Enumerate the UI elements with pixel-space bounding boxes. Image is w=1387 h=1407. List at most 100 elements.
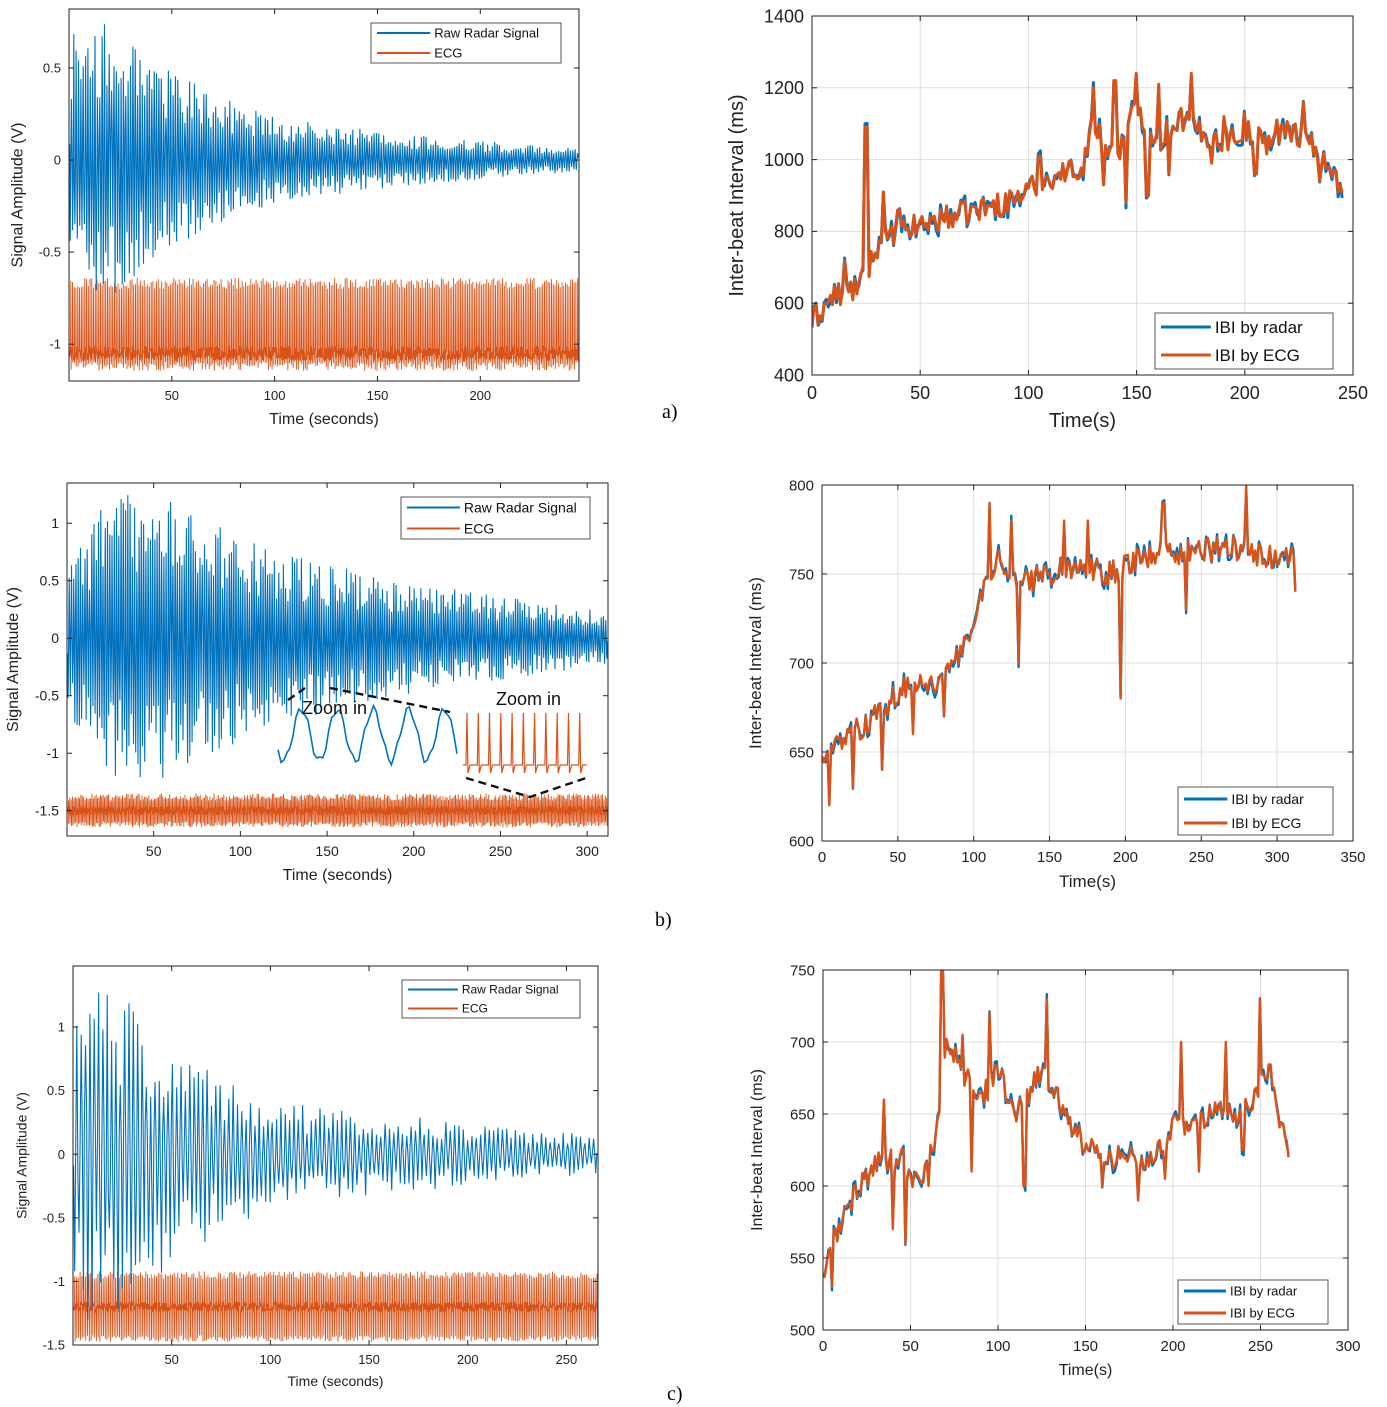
zoom-connector: [287, 687, 306, 701]
plot-area: [69, 24, 579, 371]
zoom-in-label: Zoom in: [302, 698, 367, 718]
y-tick-label: 0.5: [47, 1083, 65, 1098]
x-tick-label: 150: [1122, 383, 1152, 403]
y-tick-label: -1: [49, 337, 61, 352]
x-axis-label: Time(s): [1059, 872, 1116, 891]
chart-a-right: 0 50 100 150 200 250 400 600 800 1000 1200 1400 Time…: [726, 6, 1368, 432]
x-tick-label: 50: [164, 1352, 178, 1367]
x-tick-label: 0: [819, 1338, 827, 1355]
legend-entry: ECG: [434, 46, 462, 61]
y-tick-label: 800: [774, 222, 804, 242]
y-tick-label: -0.5: [39, 245, 61, 260]
legend-entry: IBI by ECG: [1215, 346, 1300, 365]
x-tick-label: 300: [1265, 849, 1290, 866]
y-tick-label: 0.5: [43, 60, 61, 75]
series-ibi-ecg: [822, 485, 1297, 807]
panel-label-b: b): [655, 909, 672, 931]
y-axis-label: Inter-beat Interval (ms): [749, 1069, 766, 1231]
y-tick-label: 1000: [764, 150, 804, 170]
x-tick-label: 100: [961, 849, 986, 866]
y-tick-label: 750: [789, 566, 814, 583]
legend-box: [400, 496, 591, 540]
x-tick-label: 200: [1160, 1338, 1185, 1355]
x-axis-label: Time(s): [1059, 1362, 1113, 1379]
x-tick-label: 50: [890, 849, 907, 866]
legend-entry: IBI by ECG: [1230, 1306, 1295, 1321]
y-tick-label: 550: [790, 1250, 815, 1267]
plot-area: [823, 970, 1290, 1292]
y-tick-label: 0: [58, 1147, 65, 1162]
x-tick-label: 150: [1073, 1338, 1098, 1355]
zoom-in-label: Zoom in: [496, 689, 561, 709]
y-tick-label: 600: [790, 1178, 815, 1195]
x-tick-label: 150: [1037, 849, 1062, 866]
x-tick-label: 50: [902, 1338, 919, 1355]
y-axis-label: Inter-beat Interval (ms): [726, 94, 748, 296]
y-tick-label: 0: [51, 630, 59, 646]
legend: IBI by radar IBI by ECG: [1177, 1279, 1329, 1325]
series-raw-radar: [73, 992, 598, 1320]
y-tick-label: -0.5: [35, 688, 59, 704]
y-tick-label: 1200: [764, 78, 804, 98]
legend-box: [401, 979, 581, 1019]
plot-area: [73, 992, 598, 1342]
x-tick-label: 50: [165, 388, 179, 403]
series-ecg: [67, 793, 608, 828]
y-tick-label: -0.5: [43, 1210, 65, 1225]
panel-label-c: c): [667, 1383, 683, 1405]
x-tick-label: 100: [264, 388, 286, 403]
plot-area: [812, 71, 1344, 328]
x-axis-label: Time (seconds): [288, 1373, 384, 1389]
y-tick-label: -1: [47, 745, 60, 761]
x-axis-label: Time (seconds): [283, 867, 393, 884]
y-tick-label: 1: [58, 1020, 65, 1035]
x-tick-label: 250: [556, 1352, 578, 1367]
legend-entry: ECG: [462, 1002, 488, 1016]
chart-a-left: 50 100 150 200 -1 -0.5 0 0.5 Time (seconds) Signa…: [9, 8, 580, 428]
y-tick-label: 0: [54, 153, 61, 168]
x-tick-label: 100: [229, 843, 253, 859]
y-axis-label: Signal Amplitude (V): [13, 1092, 29, 1219]
legend: Raw Radar Signal ECG: [401, 979, 581, 1019]
x-tick-label: 150: [358, 1352, 380, 1367]
legend-entry: IBI by radar: [1231, 791, 1304, 807]
y-tick-label: 600: [774, 294, 804, 314]
zoom-radar-trace: [277, 703, 458, 767]
y-axis-label: Inter-beat Interval (ms): [746, 577, 765, 749]
x-axis-label: Time(s): [1049, 410, 1116, 432]
y-tick-label: -1.5: [43, 1338, 65, 1353]
legend-box: [1177, 786, 1334, 836]
legend-entry: IBI by radar: [1230, 1284, 1298, 1299]
plot-area: [822, 485, 1297, 807]
legend-entry: Raw Radar Signal: [434, 26, 539, 41]
y-tick-label: 650: [789, 744, 814, 761]
y-tick-label: 800: [789, 477, 814, 494]
y-axis-label: Signal Amplitude (V): [9, 123, 26, 268]
y-tick-label: 650: [790, 1106, 815, 1123]
y-tick-label: 400: [774, 365, 804, 385]
legend: Raw Radar Signal ECG: [400, 496, 591, 540]
x-tick-label: 250: [1248, 1338, 1273, 1355]
x-tick-label: 50: [910, 383, 930, 403]
y-tick-label: 500: [790, 1322, 815, 1339]
chart-c-left: 50 100 150 200 250 -1.5 -1 -0.5 0 0.5 1 Time (secon…: [13, 965, 599, 1389]
plot-frame: [68, 8, 580, 382]
zoom-inset: Zoom in Zoom in: [277, 686, 587, 799]
legend-box: [1177, 1279, 1329, 1325]
plot-frame: [66, 482, 609, 837]
y-tick-label: 1400: [764, 6, 804, 26]
legend-entry: Raw Radar Signal: [464, 499, 577, 515]
plot-frame: [811, 15, 1354, 376]
y-tick-label: -1: [53, 1274, 65, 1289]
zoom-ecg-trace: [463, 712, 587, 774]
panel-label-a: a): [662, 401, 678, 423]
x-axis-label: Time (seconds): [269, 411, 379, 428]
series-ibi-ecg: [823, 970, 1290, 1288]
x-tick-label: 150: [315, 843, 339, 859]
plot-frame: [72, 965, 599, 1346]
x-tick-label: 200: [1230, 383, 1260, 403]
y-tick-label: 700: [789, 655, 814, 672]
y-tick-label: 1: [51, 515, 59, 531]
x-tick-label: 100: [985, 1338, 1010, 1355]
